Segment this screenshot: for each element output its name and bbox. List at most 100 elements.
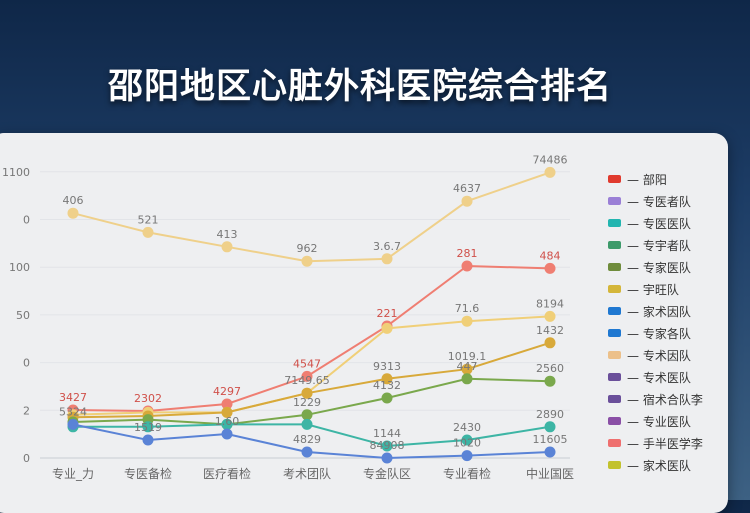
legend-swatch: [608, 439, 621, 447]
legend-label: — 专医者队: [627, 194, 691, 209]
data-point: [544, 446, 556, 458]
data-label: 7149.65: [284, 374, 330, 387]
data-point: [301, 409, 313, 421]
legend-swatch: [608, 197, 621, 205]
data-point: [301, 387, 313, 399]
data-label: 1229: [293, 396, 321, 409]
x-tick-label: 考术团队: [283, 466, 331, 481]
data-label: 4637: [453, 182, 481, 195]
data-point: [544, 310, 556, 322]
data-point: [221, 418, 233, 430]
data-point: [67, 207, 79, 219]
data-point: [544, 166, 556, 178]
legend-item: — 专医者队: [608, 190, 703, 212]
legend-label: — 宿术合队李: [627, 392, 703, 407]
data-point: [544, 421, 556, 433]
data-label: 484: [540, 249, 561, 262]
data-label: 1020: [453, 437, 481, 450]
y-tick-label: 1100: [2, 166, 30, 179]
data-label: 5324: [59, 405, 87, 418]
data-label: 1019.1: [448, 350, 487, 363]
legend-swatch: [608, 373, 621, 381]
y-tick-label: 100: [9, 261, 30, 274]
x-tick-label: 专业看检: [443, 466, 491, 481]
data-label: 413: [217, 228, 238, 241]
data-label: 3427: [59, 391, 87, 404]
legend-swatch: [608, 285, 621, 293]
data-label: 4132: [373, 379, 401, 392]
data-label: 4297: [213, 385, 241, 398]
data-point: [221, 406, 233, 418]
data-point: [142, 434, 154, 446]
x-tick-label: 专医备检: [124, 466, 172, 481]
legend-label: — 专业医队: [627, 414, 691, 429]
data-label: 71.6: [455, 302, 480, 315]
y-tick-label: 0: [23, 214, 30, 227]
legend-swatch: [608, 351, 621, 359]
data-label: 2430: [453, 421, 481, 434]
data-point: [461, 315, 473, 327]
line-chart: 0 2 0 50 100 0 1100 专业_力 专医备检 医疗看检 考术团队 专金队区 专业看检 中业国…: [2, 153, 574, 481]
legend-label: — 部阳: [627, 172, 667, 187]
y-tick-label: 0: [23, 357, 30, 370]
legend-swatch: [608, 219, 621, 227]
data-point: [301, 370, 313, 382]
legend-item: — 专宇者队: [608, 234, 703, 256]
legend-swatch: [608, 395, 621, 403]
data-label: 406: [63, 194, 84, 207]
data-point: [142, 226, 154, 238]
data-label: 3.6.7: [373, 240, 401, 253]
data-point: [381, 373, 393, 385]
legend-swatch: [608, 263, 621, 271]
legend-swatch: [608, 307, 621, 315]
data-point: [221, 428, 233, 440]
chart-card: [0, 133, 728, 513]
legend-item: — 专术因队: [608, 344, 703, 366]
legend-swatch: [608, 175, 621, 183]
data-label: 4829: [293, 433, 321, 446]
data-label: 2560: [536, 362, 564, 375]
y-tick-label: 0: [23, 452, 30, 465]
data-point: [461, 363, 473, 375]
data-label: 9313: [373, 360, 401, 373]
legend-item: — 专术医队: [608, 366, 703, 388]
legend-item: — 手半医学李: [608, 432, 703, 454]
legend-swatch: [608, 241, 621, 249]
data-label: 2890: [536, 408, 564, 421]
data-point: [544, 262, 556, 274]
legend-label: — 专家医队: [627, 260, 691, 275]
legend-swatch: [608, 461, 621, 469]
legend-label: — 专术医队: [627, 370, 691, 385]
y-tick-label: 2: [23, 404, 30, 417]
data-point: [544, 375, 556, 387]
legend-label: — 手半医学李: [627, 436, 703, 451]
data-point: [461, 195, 473, 207]
data-label: 1.60: [215, 415, 240, 428]
chart-title: 邵阳地区心脏外科医院综合排名: [107, 67, 612, 107]
data-point: [381, 392, 393, 404]
legend-label: — 家术医队: [627, 458, 691, 473]
data-label: 74486: [533, 153, 568, 166]
data-point: [67, 418, 79, 430]
x-tick-label: 专金队区: [363, 466, 411, 481]
data-label: 4547: [293, 357, 321, 370]
legend-item: — 部阳: [608, 168, 703, 190]
data-point: [544, 337, 556, 349]
legend-label: — 宇旺队: [627, 282, 679, 297]
legend-item: — 家术因队: [608, 300, 703, 322]
x-tick-label: 医疗看检: [203, 466, 251, 481]
data-label: 1144: [373, 427, 401, 440]
data-point: [461, 373, 473, 385]
data-point: [301, 418, 313, 430]
data-label: 521: [138, 213, 159, 226]
data-label: 1432: [536, 324, 564, 337]
data-label: 8194: [536, 297, 564, 310]
x-tick-label: 专业_力: [52, 466, 94, 481]
data-point: [221, 398, 233, 410]
legend: — 部阳 — 专医者队 — 专医医队 — 专宇者队 — 专家医队 — 宇旺队 — 家术因队 —…: [608, 168, 703, 476]
legend-item: — 专家各队: [608, 322, 703, 344]
legend-item: — 专业医队: [608, 410, 703, 432]
data-point: [381, 440, 393, 452]
data-label: 2302: [134, 392, 162, 405]
data-point: [461, 260, 473, 272]
